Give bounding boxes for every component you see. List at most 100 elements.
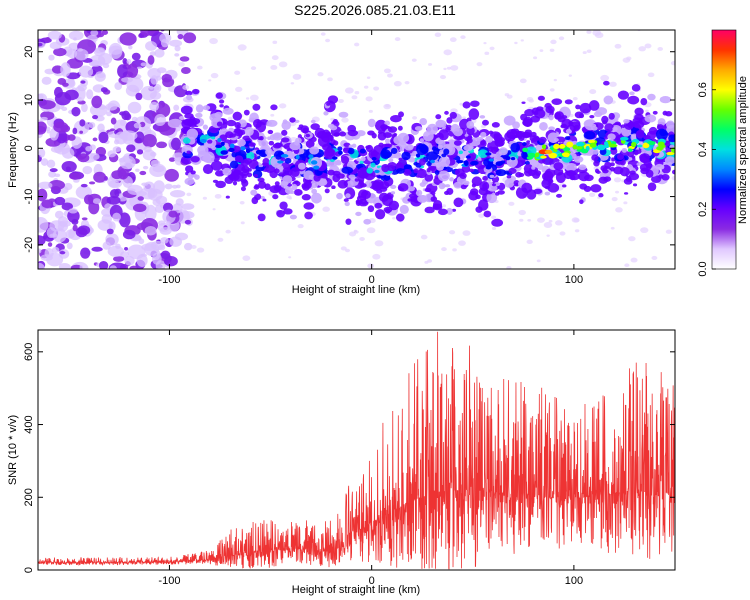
heatmap-cell xyxy=(598,193,604,198)
heatmap-cell xyxy=(320,172,328,179)
heatmap-cell xyxy=(341,117,349,123)
heatmap-cell xyxy=(536,163,544,171)
heatmap-cell xyxy=(393,80,402,87)
heatmap-cell xyxy=(38,188,48,202)
heatmap-cell xyxy=(345,218,352,225)
heatmap-cell xyxy=(320,32,326,36)
heatmap-cell xyxy=(210,72,219,79)
heatmap-cell xyxy=(548,114,554,121)
heatmap-cell xyxy=(291,184,298,191)
heatmap-cell xyxy=(383,174,391,181)
heatmap-cell xyxy=(562,152,570,158)
heatmap-cell xyxy=(589,142,597,148)
heatmap-cell xyxy=(575,104,581,110)
heatmap-cell xyxy=(214,193,222,199)
heatmap-cell xyxy=(547,183,560,193)
heatmap-cell xyxy=(438,182,446,190)
heatmap-cell xyxy=(541,144,547,150)
heatmap-cell xyxy=(239,201,245,205)
heatmap-cell xyxy=(439,74,447,80)
heatmap-cell xyxy=(465,155,471,159)
heatmap-cell xyxy=(640,97,648,106)
heatmap-cell xyxy=(579,113,585,119)
heatmap-x-tick-label: 0 xyxy=(369,274,375,286)
heatmap-cell xyxy=(387,73,393,78)
heatmap-cell xyxy=(619,167,630,177)
heatmap-cell xyxy=(556,193,563,198)
heatmap-cell xyxy=(281,137,290,143)
heatmap-cell xyxy=(174,157,180,162)
heatmap-cell xyxy=(433,200,443,210)
heatmap-cell xyxy=(503,115,516,126)
heatmap-cell xyxy=(582,51,587,55)
heatmap-cell xyxy=(66,242,73,250)
heatmap-cell xyxy=(545,105,555,114)
heatmap-cell xyxy=(313,165,320,170)
heatmap-cell xyxy=(627,95,640,105)
heatmap-cell xyxy=(446,207,453,215)
heatmap-cell xyxy=(396,168,405,174)
heatmap-cell xyxy=(85,145,93,152)
heatmap-cell xyxy=(128,45,133,50)
heatmap-cell xyxy=(249,94,259,101)
heatmap-cell xyxy=(119,155,136,170)
heatmap-cell xyxy=(543,222,553,229)
heatmap-x-axis-label: Height of straight line (km) xyxy=(292,284,420,296)
heatmap-cell xyxy=(518,172,525,177)
snr-x-tick-label: 100 xyxy=(565,575,583,587)
heatmap-cell xyxy=(202,105,211,111)
heatmap-cell xyxy=(280,154,289,158)
heatmap-cell xyxy=(208,79,212,82)
heatmap-cell xyxy=(466,126,475,136)
heatmap-cell xyxy=(446,66,452,70)
heatmap-cell xyxy=(579,199,584,205)
heatmap-cell xyxy=(388,158,394,163)
heatmap-cell xyxy=(671,175,675,181)
heatmap-cell xyxy=(252,103,261,111)
heatmap-cell xyxy=(211,145,217,151)
heatmap-cell xyxy=(110,117,117,125)
heatmap-cell xyxy=(172,203,183,214)
heatmap-cell xyxy=(313,174,321,182)
snr-series-line xyxy=(38,331,675,570)
heatmap-cell xyxy=(354,178,360,182)
heatmap-cell xyxy=(533,136,540,141)
heatmap-cell xyxy=(351,95,358,100)
colorbar: 0.0 0.2 0.4 0.6 Normalized spectral amplitu… xyxy=(697,29,749,277)
heatmap-cell xyxy=(323,111,329,116)
heatmap-cell xyxy=(119,111,127,116)
heatmap-cell xyxy=(78,65,94,78)
heatmap-cell xyxy=(589,89,597,95)
heatmap-cell xyxy=(549,88,555,92)
heatmap-cell xyxy=(317,72,324,77)
heatmap-cell xyxy=(449,230,456,235)
snr-y-tick-label: 600 xyxy=(23,343,35,361)
heatmap-cell xyxy=(617,90,630,100)
heatmap-cell xyxy=(295,154,300,160)
heatmap-cell xyxy=(92,115,99,120)
heatmap-cell xyxy=(449,111,458,119)
heatmap-cell xyxy=(122,58,128,65)
heatmap-cell xyxy=(384,120,391,126)
heatmap-cell xyxy=(609,166,616,172)
heatmap-cell xyxy=(119,212,131,228)
heatmap-cell xyxy=(419,117,428,126)
heatmap-cell xyxy=(51,65,64,74)
heatmap-cell xyxy=(539,121,548,131)
heatmap-cell xyxy=(192,88,200,95)
heatmap-cell xyxy=(267,129,274,135)
heatmap-cell xyxy=(572,96,578,101)
heatmap-cell xyxy=(609,81,617,87)
heatmap-cell xyxy=(92,198,101,205)
heatmap-cell xyxy=(452,248,457,252)
heatmap-cell xyxy=(253,185,260,190)
heatmap-cell xyxy=(559,231,566,236)
heatmap-cell xyxy=(560,123,567,128)
heatmap-cell xyxy=(88,60,102,67)
heatmap-cell xyxy=(341,155,350,164)
heatmap-cell xyxy=(453,181,463,189)
heatmap-cell xyxy=(257,213,266,222)
heatmap-cell xyxy=(49,168,58,173)
heatmap-cell xyxy=(309,146,320,155)
heatmap-cell xyxy=(219,104,224,108)
